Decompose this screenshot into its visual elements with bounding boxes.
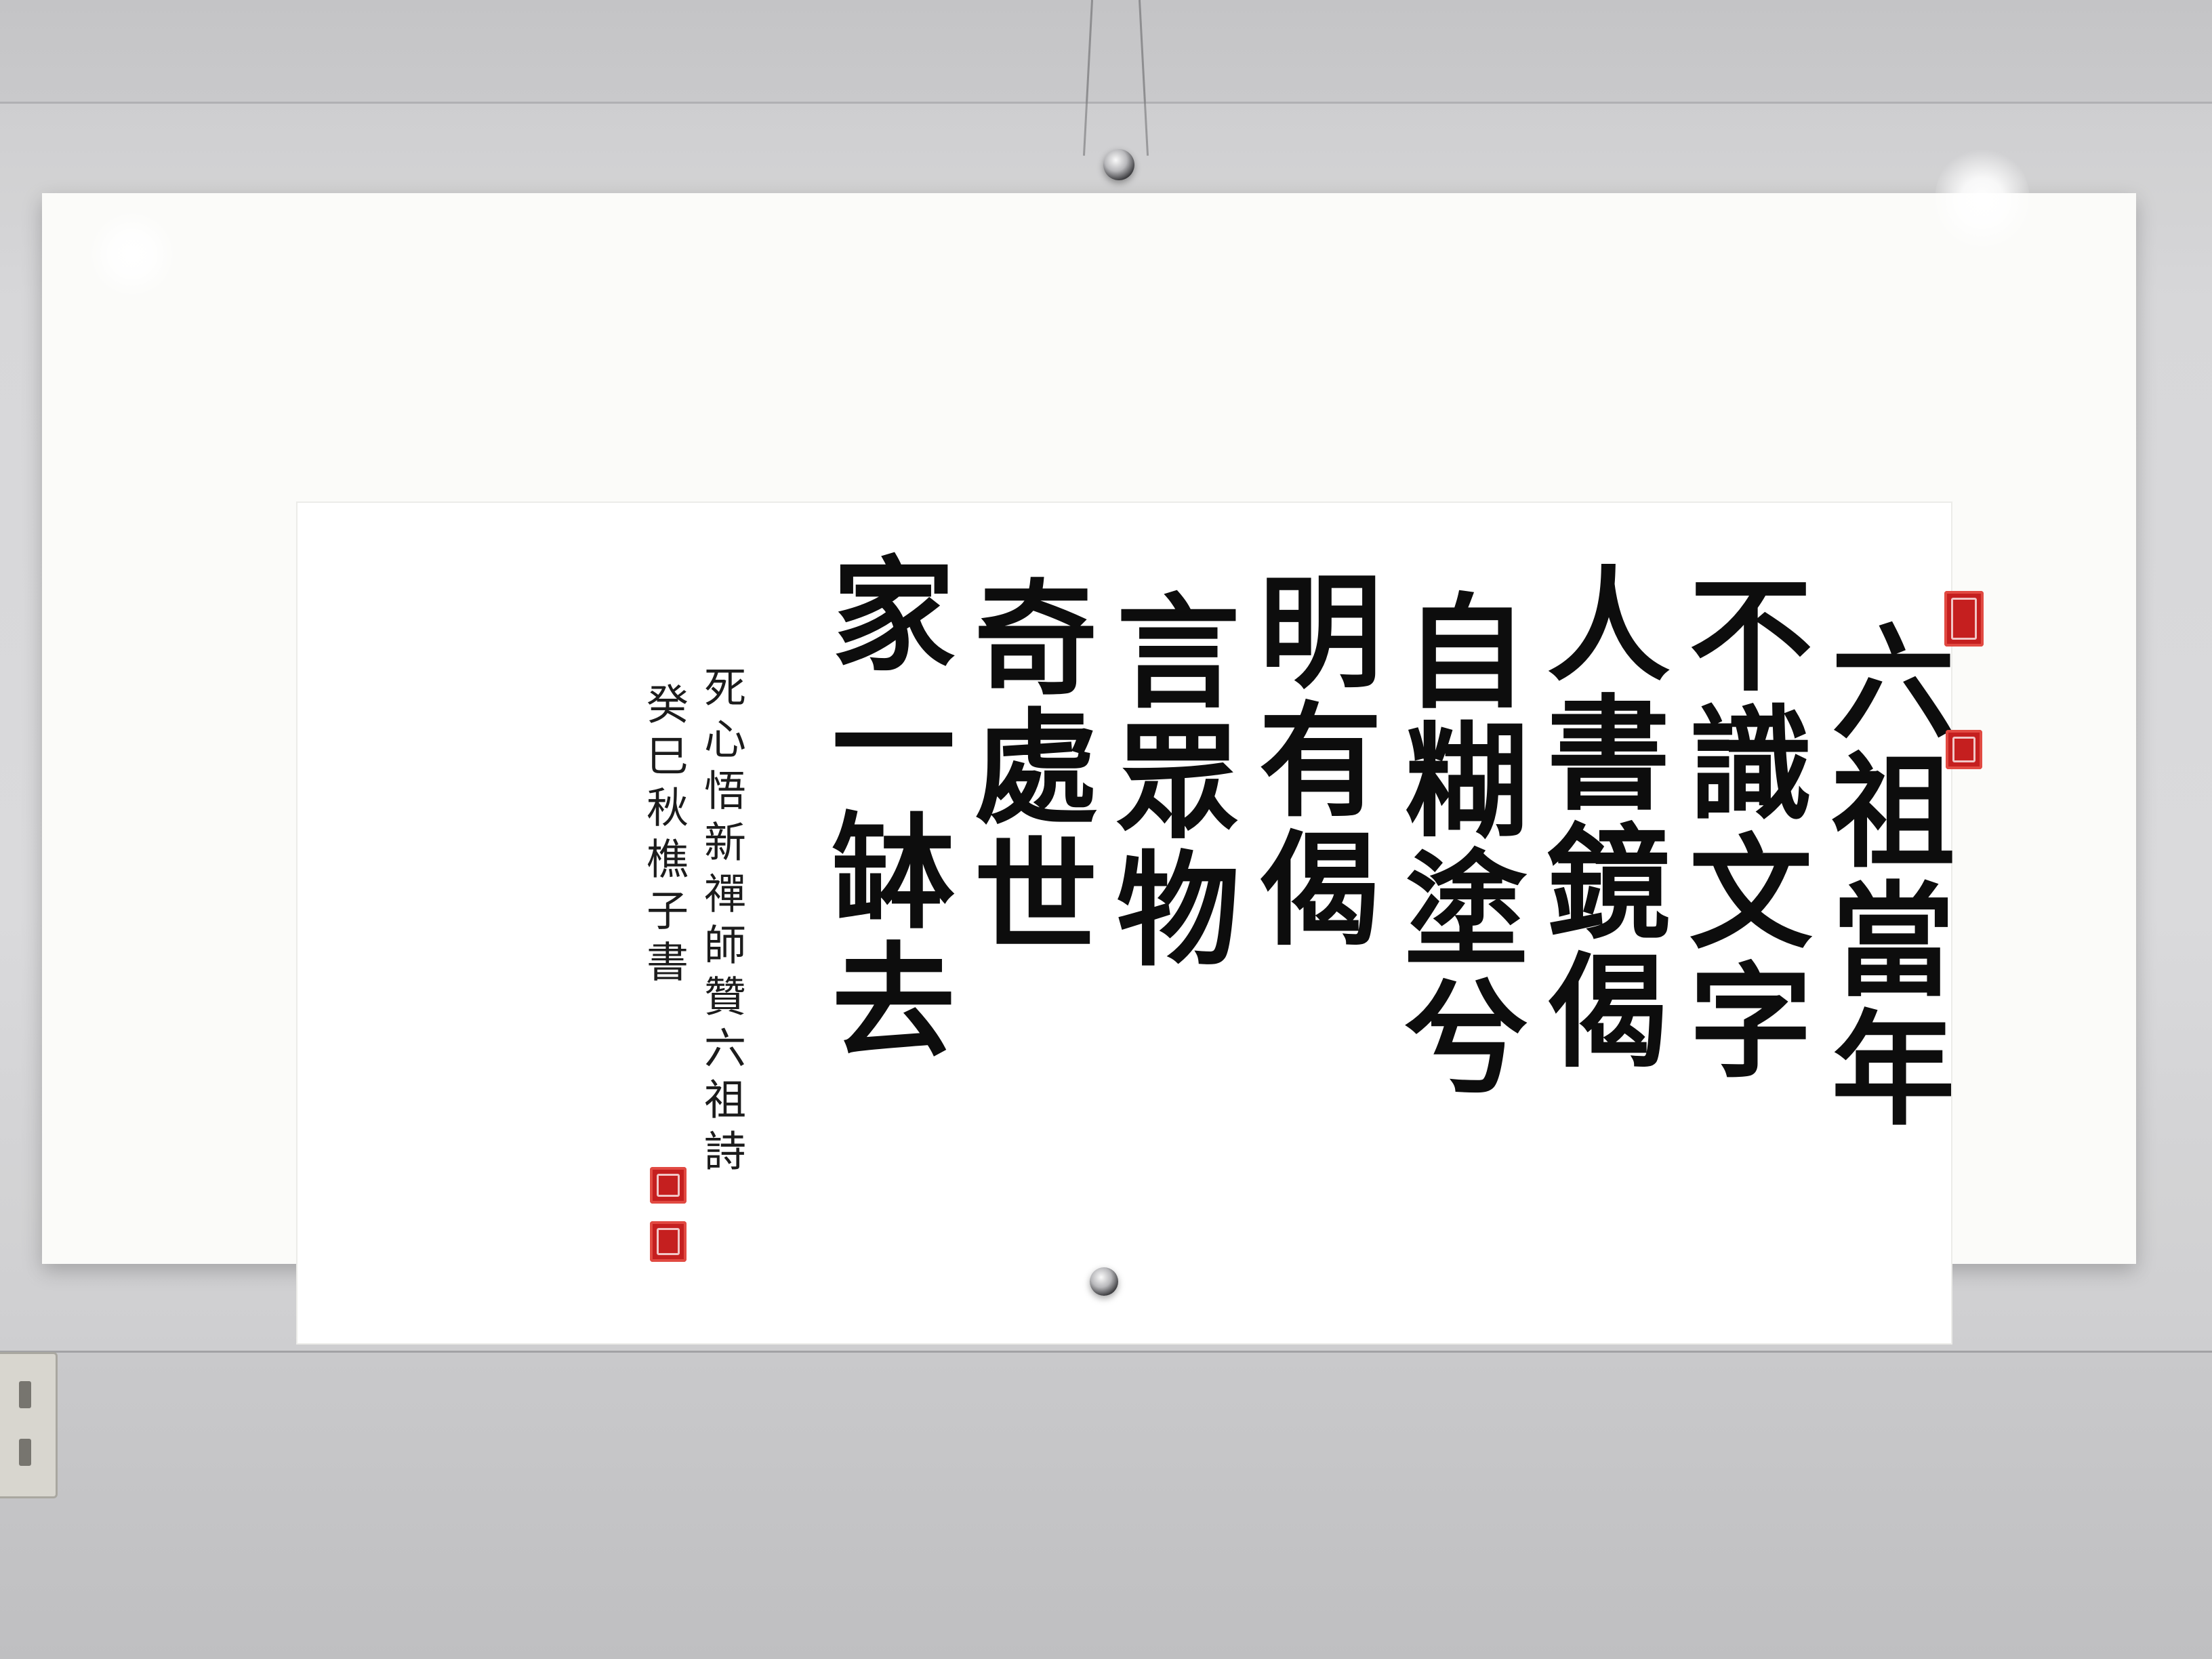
light-glare-left — [88, 210, 176, 298]
main-column-8: 家一缽去 — [811, 550, 956, 1065]
main-column-5: 明有偈 — [1238, 567, 1383, 954]
inscription-column-2: 癸巳秋樵子書 — [639, 682, 689, 991]
light-glare-right — [1935, 146, 2030, 254]
inscription-column-1: 死心悟新禪師贊六祖詩 — [697, 665, 746, 1181]
lead-seal-top — [1944, 591, 1984, 647]
calligraphy-artwork: 六祖當年 不識文字 人書鏡偈 自糊塗兮 明有偈 言眾物 奇處世 家一缽去 死心悟… — [42, 193, 2136, 1345]
main-column-3: 人書鏡偈 — [1526, 560, 1671, 1076]
wall-outlet — [0, 1352, 58, 1498]
artist-seal-top — [650, 1167, 687, 1204]
main-column-2: 不識文字 — [1668, 571, 1814, 1086]
main-column-6: 言眾物 — [1096, 588, 1241, 974]
standoff-mount-top — [1103, 149, 1134, 180]
standoff-mount-bottom — [1090, 1267, 1118, 1296]
outlet-slot-top — [19, 1381, 31, 1408]
lead-seal-bottom — [1946, 730, 1982, 769]
calligraphy-paper: 六祖當年 不識文字 人書鏡偈 自糊塗兮 明有偈 言眾物 奇處世 家一缽去 死心悟… — [296, 501, 1984, 1345]
calligraphy-text: 六祖當年 不識文字 人書鏡偈 自糊塗兮 明有偈 言眾物 奇處世 家一缽去 死心悟… — [298, 503, 1984, 1343]
outlet-slot-bottom — [19, 1439, 31, 1466]
main-column-1: 六祖當年 — [1811, 618, 1956, 1133]
main-column-7: 奇處世 — [954, 574, 1099, 960]
artist-seal-bottom — [650, 1221, 687, 1262]
main-column-4: 自糊塗兮 — [1384, 588, 1529, 1103]
